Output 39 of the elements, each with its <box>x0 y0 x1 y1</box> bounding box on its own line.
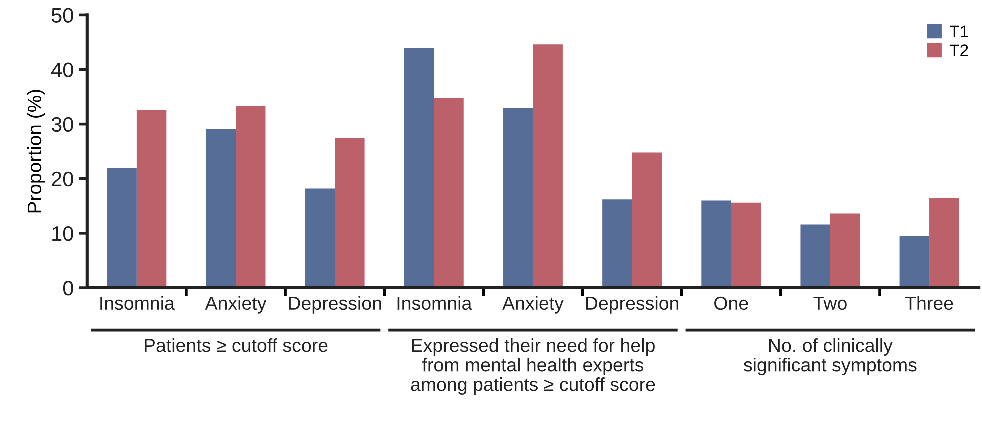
bar <box>900 236 930 288</box>
x-tick-label: Two <box>814 297 847 310</box>
bar <box>800 224 830 288</box>
bar <box>702 200 732 288</box>
bar <box>404 48 434 288</box>
bar <box>830 214 860 288</box>
bar <box>533 44 563 288</box>
x-tick-label: Depression <box>586 296 679 314</box>
y-tick-label: 40 <box>52 62 74 78</box>
bar <box>731 202 762 288</box>
y-tick-label: 10 <box>52 226 74 242</box>
text: Expressed their need for help from mental health experts among patients ≥ cutoff score <box>411 338 656 395</box>
x-tick-label: Insomnia <box>398 296 472 310</box>
y-tick-label: 20 <box>52 172 74 187</box>
text: No. of clinically significant symptoms <box>744 338 917 376</box>
bar <box>236 106 266 288</box>
y-tick-label: 30 <box>52 117 74 132</box>
x-tick-label: Anxiety <box>502 296 564 314</box>
x-tick-label: Three <box>905 296 954 310</box>
legend-label: T1 <box>950 26 968 38</box>
x-tick-label: One <box>714 296 748 310</box>
bar <box>930 198 960 288</box>
bar <box>335 138 365 288</box>
bar <box>107 168 137 288</box>
bar <box>136 110 167 288</box>
y-axis-title: Proportion (%) <box>27 90 46 213</box>
y-tick-label: 0 <box>63 281 74 296</box>
x-tick-label: Insomnia <box>100 296 175 310</box>
bar <box>206 129 236 288</box>
x-tick-label: Anxiety <box>205 296 267 314</box>
bar <box>602 200 632 288</box>
bar <box>632 152 662 288</box>
bar <box>434 98 464 288</box>
bar <box>504 108 534 288</box>
x-tick-label: Depression <box>289 296 382 314</box>
bar <box>305 188 336 288</box>
y-tick-label: 50 <box>52 8 74 23</box>
legend-label: T2 <box>950 44 968 56</box>
text: Patients ≥ cutoff score <box>145 338 328 352</box>
